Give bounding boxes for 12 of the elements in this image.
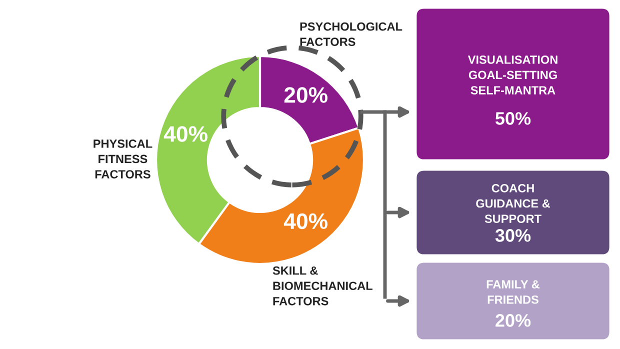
category-label: VISUALISATION GOAL-SETTING SELF-MANTRA [468,56,558,94]
data-label: 50% [495,112,531,125]
data-label: 40% [284,213,328,230]
data-label: 30% [495,229,531,242]
category-label: COACH GUIDANCE & SUPPORT [476,184,550,223]
data-label: 20% [284,87,328,103]
slice-label: PSYCHOLOGICAL FACTORS [300,22,402,46]
slice-label: PHYSICAL FITNESS FACTORS [94,140,152,178]
data-label: 20% [496,314,531,327]
slice-label: SKILL & BIOMECHANICAL FACTORS [272,266,372,306]
data-label: 40% [164,126,208,142]
category-label: FAMILY & FRIENDS [486,280,540,304]
